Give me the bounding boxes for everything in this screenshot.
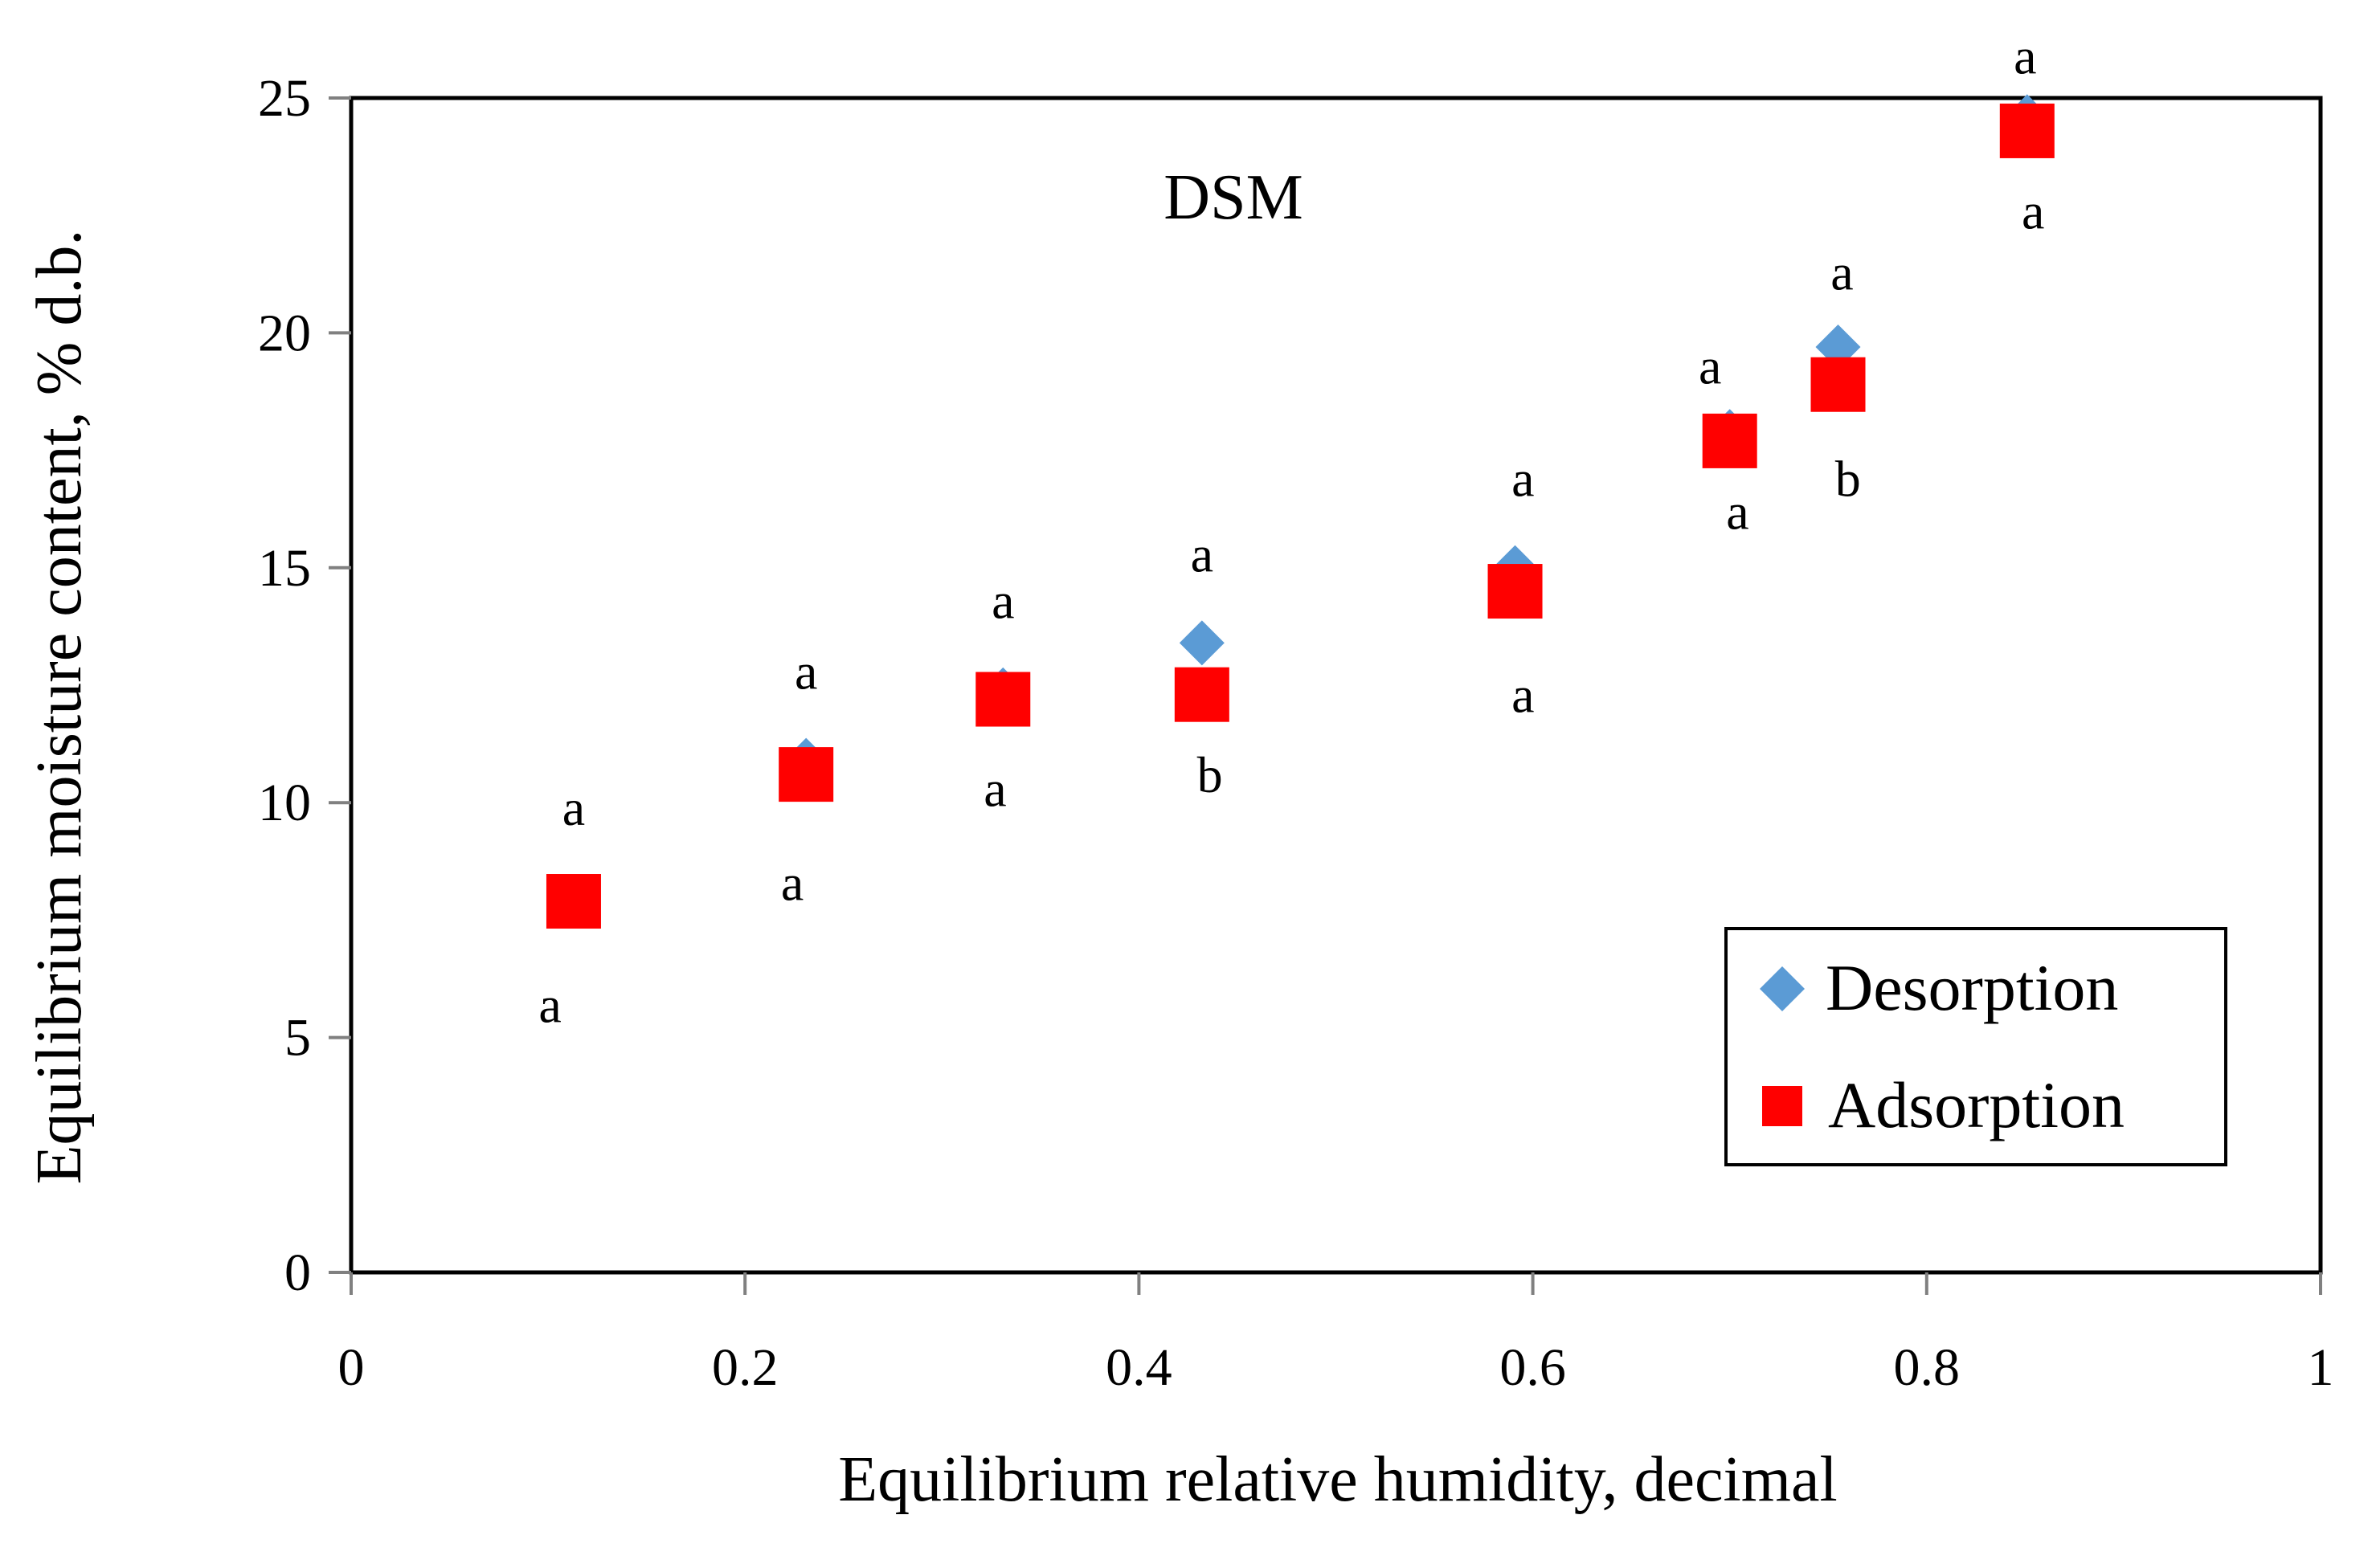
legend: Desorption Adsorption xyxy=(1724,927,2227,1166)
significance-label: a xyxy=(781,855,804,912)
significance-label: a xyxy=(992,573,1014,630)
significance-label: a xyxy=(1191,525,1213,582)
significance-label: a xyxy=(1830,243,1853,300)
significance-label: a xyxy=(1511,451,1534,508)
significance-label: a xyxy=(2022,182,2044,239)
y-tick-label: 20 xyxy=(258,304,311,362)
legend-adsorption-marker xyxy=(1762,1086,1802,1126)
adsorption-point xyxy=(779,747,834,802)
x-tick-label: 0 xyxy=(338,1338,365,1397)
legend-desorption-label: Desorption xyxy=(1826,951,2118,1024)
points-layer xyxy=(546,94,2055,929)
x-tick-label: 0.6 xyxy=(1499,1338,1566,1397)
significance-label: a xyxy=(984,761,1006,818)
legend-box xyxy=(1724,927,2227,1166)
y-tick-label: 0 xyxy=(284,1243,311,1302)
x-tick-label: 0.4 xyxy=(1106,1338,1172,1397)
significance-label: a xyxy=(795,643,817,700)
y-tick-label: 15 xyxy=(258,539,311,598)
significance-label: a xyxy=(1726,484,1748,541)
x-tick-label: 1 xyxy=(2308,1338,2334,1397)
significance-label: b xyxy=(1197,746,1223,803)
y-axis-title: Equilibrium moisture content, % d.b. xyxy=(24,230,95,1185)
adsorption-point xyxy=(975,672,1031,727)
y-tick-label: 10 xyxy=(258,774,311,832)
adsorption-point xyxy=(1810,357,1866,412)
legend-adsorption-label: Adsorption xyxy=(1828,1068,2125,1141)
x-tick-label: 0.8 xyxy=(1894,1338,1961,1397)
adsorption-point xyxy=(1702,413,1757,468)
x-axis-title: Equilibrium relative humidity, decimal xyxy=(838,1444,1837,1515)
axes-layer: 0 5 10 15 20 25 0 0.2 0.4 0.6 0.8 1 xyxy=(258,69,2334,1397)
legend-desorption-marker xyxy=(1760,966,1805,1011)
significance-label: a xyxy=(562,779,585,836)
significance-label: a xyxy=(538,977,561,1034)
desorption-point xyxy=(1179,620,1225,666)
y-tick-label: 25 xyxy=(258,69,311,128)
plot-area-frame xyxy=(349,96,2323,1275)
significance-label: a xyxy=(2014,27,2036,84)
x-tick-label: 0.2 xyxy=(712,1338,779,1397)
chart-title: DSM xyxy=(1164,162,1303,233)
adsorption-point xyxy=(1487,564,1543,619)
significance-label: a xyxy=(1511,667,1534,724)
y-tick-label: 5 xyxy=(284,1009,311,1068)
adsorption-point xyxy=(1999,103,2055,158)
adsorption-point xyxy=(546,874,601,929)
adsorption-point xyxy=(1174,667,1229,722)
significance-label: a xyxy=(1699,337,1721,394)
significance-label: b xyxy=(1835,451,1861,508)
annotations-layer: a a a a a a a b a a a a a b a a xyxy=(538,27,2044,1033)
